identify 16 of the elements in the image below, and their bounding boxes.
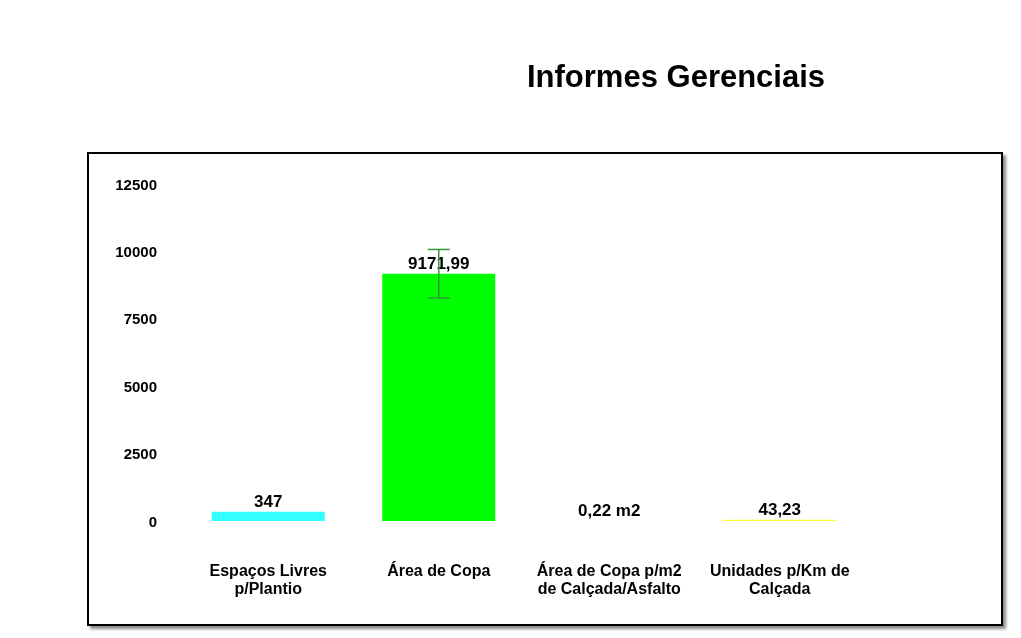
bar [382,273,496,521]
y-tick-label: 2500 [123,445,157,463]
y-tick-label: 0 [148,512,157,530]
y-tick-label: 10000 [115,242,157,260]
x-tick-label: Área de Copa p/m2 de Calçada/Asfalto [536,560,682,597]
chart-title: Informes Gerenciais [527,59,826,94]
bar [211,511,325,521]
y-tick-label: 7500 [123,310,157,328]
data-label: 43,23 [758,499,802,519]
x-tick-label: Espaços Livres p/Plantio [209,561,328,597]
y-tick-label: 5000 [123,377,157,395]
x-tick-label: Unidades p/Km de Calçada [709,561,850,597]
data-label: 347 [254,491,283,511]
y-tick-label: 12500 [115,175,157,193]
x-tick-label: Área de Copa [387,560,491,579]
data-label: 0,22 m2 [578,500,641,520]
